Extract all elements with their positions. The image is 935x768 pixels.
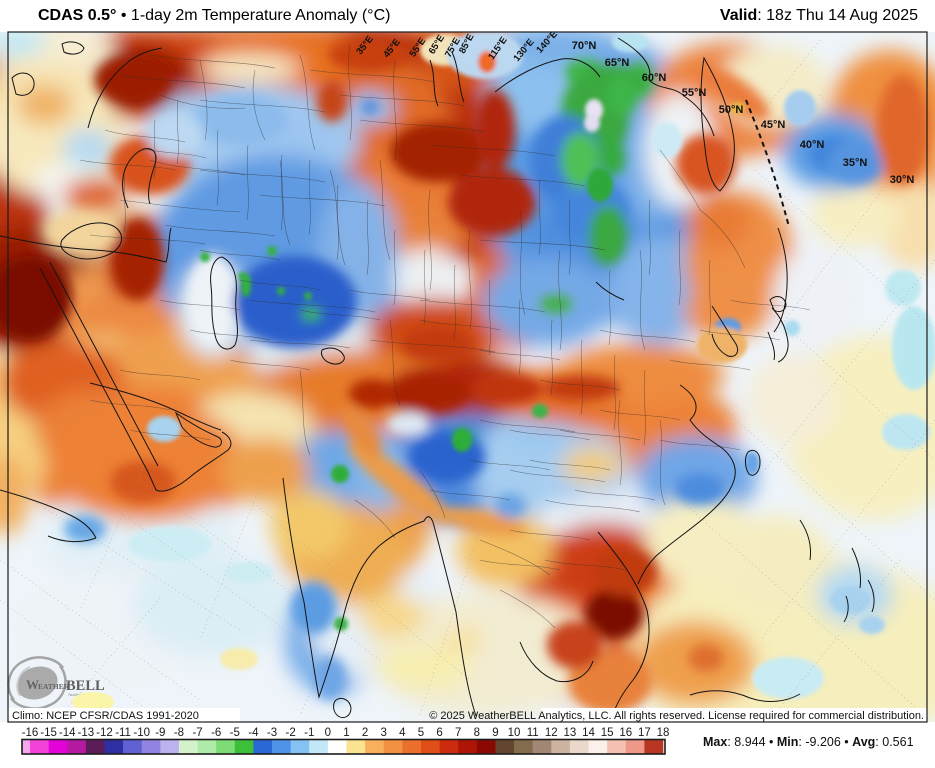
svg-text:-14: -14 <box>59 727 76 739</box>
svg-text:14: 14 <box>582 727 595 739</box>
svg-text:11: 11 <box>527 727 539 739</box>
svg-text:Climo: NCEP CFSR/CDAS 1991-202: Climo: NCEP CFSR/CDAS 1991-2020 <box>12 710 199 722</box>
svg-text:65°N: 65°N <box>605 57 630 69</box>
svg-text:-9: -9 <box>155 727 165 739</box>
svg-text:-4: -4 <box>248 727 259 739</box>
svg-text:-8: -8 <box>174 727 184 739</box>
svg-text:50°N: 50°N <box>719 104 744 116</box>
svg-text:-10: -10 <box>133 727 150 739</box>
svg-text:BELL: BELL <box>66 678 105 694</box>
svg-text:15: 15 <box>601 727 614 739</box>
svg-text:70°N: 70°N <box>572 40 597 52</box>
svg-text:-1: -1 <box>304 727 314 739</box>
svg-text:4: 4 <box>399 727 406 739</box>
svg-text:6: 6 <box>436 727 442 739</box>
svg-text:13: 13 <box>564 727 577 739</box>
svg-text:-11: -11 <box>115 727 131 739</box>
svg-text:-15: -15 <box>40 727 57 739</box>
svg-text:16: 16 <box>619 727 632 739</box>
svg-text:W: W <box>26 677 39 692</box>
svg-text:60°N: 60°N <box>642 72 667 84</box>
svg-text:18: 18 <box>657 727 670 739</box>
svg-text:45°N: 45°N <box>761 119 786 131</box>
svg-text:-12: -12 <box>96 727 113 739</box>
svg-text:-16: -16 <box>22 727 39 739</box>
svg-text:EATHER: EATHER <box>38 682 70 691</box>
svg-text:9: 9 <box>492 727 498 739</box>
svg-text:2: 2 <box>362 727 368 739</box>
svg-text:1: 1 <box>343 727 349 739</box>
svg-text:3: 3 <box>381 727 387 739</box>
svg-text:55°N: 55°N <box>682 87 707 99</box>
svg-text:-2: -2 <box>286 727 296 739</box>
svg-text:12: 12 <box>545 727 558 739</box>
svg-text:-6: -6 <box>211 727 221 739</box>
svg-text:30°N: 30°N <box>890 174 915 186</box>
svg-text:© 2025 WeatherBELL Analytics,: © 2025 WeatherBELL Analytics, LLC. All r… <box>429 710 924 722</box>
svg-text:17: 17 <box>638 727 651 739</box>
svg-text:40°N: 40°N <box>800 139 825 151</box>
svg-text:-3: -3 <box>267 727 277 739</box>
svg-text:7: 7 <box>455 727 461 739</box>
svg-text:-5: -5 <box>230 727 240 739</box>
svg-text:35°N: 35°N <box>843 157 868 169</box>
svg-text:-13: -13 <box>78 727 95 739</box>
svg-text:-7: -7 <box>192 727 202 739</box>
svg-text:Max: 8.944 • Min: -9.206 • Avg: Max: 8.944 • Min: -9.206 • Avg: 0.561 <box>703 735 914 749</box>
svg-text:0: 0 <box>325 727 331 739</box>
svg-text:8: 8 <box>474 727 480 739</box>
svg-text:5: 5 <box>418 727 424 739</box>
svg-text:10: 10 <box>508 727 521 739</box>
